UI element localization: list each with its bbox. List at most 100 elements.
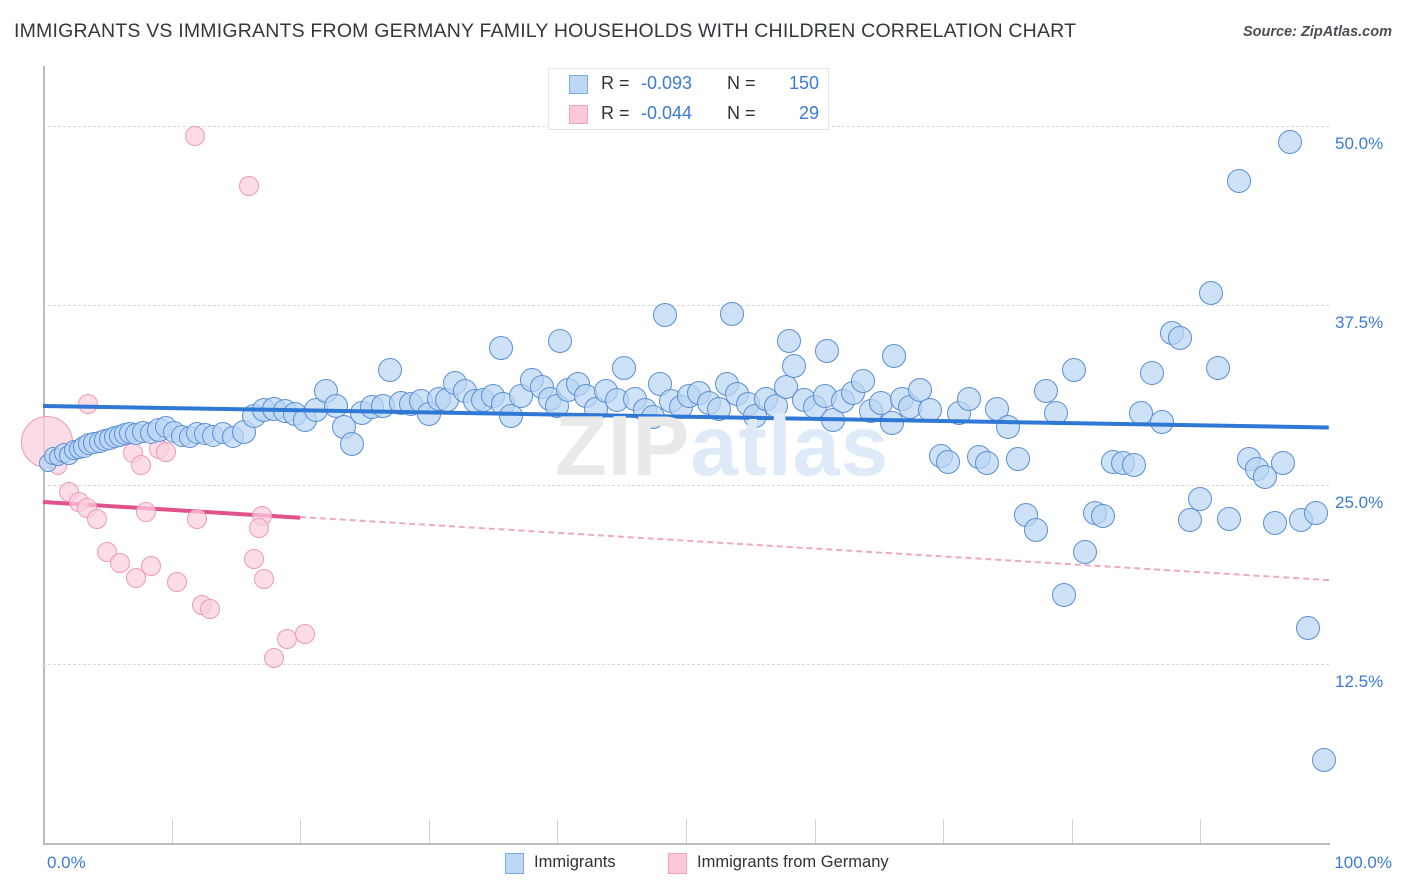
- data-point-immigrants: [882, 343, 907, 368]
- stat-swatch-blue: [569, 75, 588, 94]
- data-point-germany: [243, 549, 264, 570]
- data-point-immigrants: [1167, 326, 1192, 351]
- gridline-y: [43, 484, 1329, 486]
- data-point-immigrants: [1044, 400, 1069, 425]
- data-point-immigrants: [1304, 501, 1329, 526]
- data-point-germany: [135, 501, 156, 522]
- data-point-immigrants: [879, 410, 904, 435]
- data-point-immigrants: [378, 357, 403, 382]
- data-point-immigrants: [499, 403, 524, 428]
- data-point-germany: [254, 569, 275, 590]
- correlation-stats-box: R = -0.093 N = 150 R = -0.044 N = 29: [548, 68, 829, 130]
- data-point-immigrants: [782, 353, 807, 378]
- data-point-immigrants: [339, 432, 364, 457]
- data-point-immigrants: [1178, 508, 1203, 533]
- data-point-germany: [238, 176, 259, 197]
- data-point-germany: [130, 454, 151, 475]
- data-point-germany: [295, 623, 316, 644]
- data-point-germany: [277, 629, 298, 650]
- data-point-immigrants: [869, 390, 894, 415]
- data-point-germany: [141, 556, 162, 577]
- trendline-germany-dashed: [300, 516, 1329, 582]
- data-point-germany: [264, 648, 285, 669]
- x-axis-tick-mark: [686, 819, 687, 843]
- x-axis-tick-mark: [171, 819, 173, 843]
- data-point-immigrants: [640, 405, 665, 430]
- data-point-immigrants: [1072, 539, 1097, 564]
- stat-n-value-blue: 150: [788, 73, 819, 93]
- data-point-immigrants: [956, 386, 981, 411]
- stat-r-label-blue: R =: [601, 73, 630, 93]
- chart-header: IMMIGRANTS VS IMMIGRANTS FROM GERMANY FA…: [0, 0, 1406, 56]
- stat-row-immigrants: R = -0.093 N = 150: [549, 69, 830, 100]
- data-point-immigrants: [1062, 357, 1087, 382]
- x-axis-tick-label-min: 0.0%: [47, 853, 86, 872]
- data-point-immigrants: [547, 329, 572, 354]
- x-axis-tick-mark: [428, 819, 430, 843]
- data-point-germany: [87, 509, 107, 529]
- data-point-immigrants: [815, 339, 840, 364]
- stat-r-label-pink: R =: [601, 103, 630, 123]
- data-point-immigrants: [653, 303, 678, 328]
- data-point-immigrants: [707, 396, 732, 421]
- data-point-immigrants: [1034, 379, 1059, 404]
- data-point-immigrants: [1270, 451, 1295, 476]
- x-axis-line: [43, 843, 1330, 845]
- plot-area: [20, 66, 1336, 843]
- data-point-immigrants: [1296, 615, 1321, 640]
- stat-n-label-pink: N =: [727, 103, 756, 123]
- data-point-germany: [184, 126, 205, 147]
- data-point-germany: [156, 441, 177, 462]
- gridline-y: [43, 305, 1329, 307]
- data-point-immigrants: [1216, 507, 1241, 531]
- x-axis-tick-label-max: 100.0%: [1334, 853, 1392, 872]
- data-point-immigrants: [1206, 356, 1231, 381]
- y-axis-title: Family Households with Children: [0, 270, 2, 510]
- data-point-immigrants: [720, 302, 745, 326]
- data-point-immigrants: [936, 449, 961, 474]
- x-axis-tick-mark: [1200, 819, 1202, 843]
- data-point-immigrants: [851, 369, 876, 394]
- stat-r-value-pink: -0.044: [641, 103, 693, 123]
- data-point-germany: [249, 517, 270, 538]
- stat-swatch-pink: [569, 105, 588, 124]
- data-point-immigrants: [776, 329, 801, 354]
- data-point-immigrants: [995, 415, 1020, 440]
- data-point-immigrants: [488, 336, 513, 361]
- source-attribution: Source: ZipAtlas.com: [1242, 24, 1392, 40]
- data-point-immigrants: [1023, 518, 1048, 543]
- gridline-y: [43, 663, 1329, 665]
- data-point-immigrants: [1129, 400, 1154, 425]
- data-point-immigrants: [1149, 409, 1174, 434]
- data-point-immigrants: [1090, 504, 1115, 529]
- data-point-germany: [125, 567, 146, 588]
- legend-chip-blue: [505, 853, 524, 874]
- data-point-germany: [78, 394, 98, 415]
- data-point-immigrants: [1188, 486, 1213, 511]
- data-point-immigrants: [918, 398, 943, 423]
- data-point-immigrants: [612, 356, 637, 381]
- data-point-immigrants: [974, 451, 999, 476]
- stat-row-germany: R = -0.044 N = 29: [549, 99, 830, 130]
- x-axis-tick-mark: [814, 819, 816, 843]
- data-point-immigrants: [1252, 465, 1277, 490]
- legend-chip-pink: [668, 853, 687, 874]
- y-axis-tick-label: 12.5%: [1335, 671, 1384, 691]
- data-point-germany: [187, 509, 208, 529]
- y-axis-tick-label: 50.0%: [1335, 134, 1384, 154]
- data-point-immigrants: [1121, 452, 1146, 477]
- y-axis-tick-label: 25.0%: [1335, 492, 1384, 512]
- data-point-immigrants: [908, 377, 933, 402]
- data-point-immigrants: [1198, 280, 1223, 305]
- x-axis-tick-mark: [557, 819, 559, 843]
- data-point-germany: [200, 599, 221, 620]
- data-point-immigrants: [1052, 582, 1077, 607]
- y-axis-tick-label: 37.5%: [1335, 313, 1384, 333]
- data-point-immigrants: [1311, 747, 1336, 772]
- stat-n-label-blue: N =: [727, 73, 756, 93]
- page-title: IMMIGRANTS VS IMMIGRANTS FROM GERMANY FA…: [14, 20, 1077, 42]
- data-point-germany: [110, 553, 131, 574]
- x-axis-tick-mark: [943, 819, 945, 843]
- data-point-germany: [166, 572, 187, 593]
